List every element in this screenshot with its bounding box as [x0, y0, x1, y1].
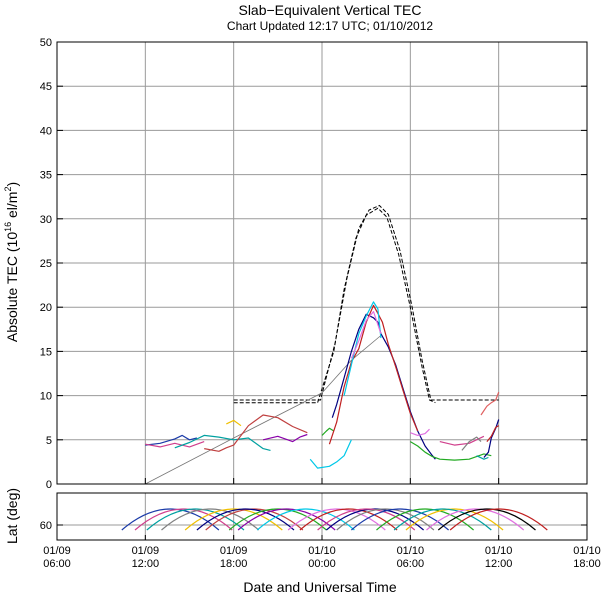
- tec-series-line: [486, 425, 499, 442]
- x-tick-time: 18:00: [573, 558, 601, 570]
- main-panel-series: [145, 301, 500, 469]
- y-tick-label: 20: [40, 302, 52, 314]
- satellite-lat-arc: [426, 508, 525, 531]
- tec-series-line: [328, 304, 419, 445]
- chart-subtitle: Chart Updated 12:17 UTC; 01/10/2012: [227, 19, 433, 33]
- satellite-lat-arc: [121, 508, 220, 531]
- lat-panel-grid: [57, 493, 587, 540]
- tec-series-line: [350, 311, 382, 359]
- satellite-lat-arc: [256, 508, 355, 531]
- x-tick-date: 01/10: [573, 545, 601, 557]
- reference-curve: [145, 335, 382, 485]
- tec-series-line: [410, 428, 430, 436]
- satellite-lat-arc: [146, 508, 245, 531]
- satellite-lat-arc: [134, 508, 233, 531]
- satellite-lat-arc: [184, 508, 283, 531]
- y-tick-label: 0: [46, 479, 52, 491]
- tec-series-line: [226, 419, 242, 427]
- chart-title: Slab−Equivalent Vertical TEC: [238, 2, 421, 18]
- x-tick-time: 06:00: [397, 558, 425, 570]
- tec-series-line: [461, 436, 482, 451]
- tec-series-line: [204, 414, 308, 452]
- x-tick-date: 01/10: [485, 545, 513, 557]
- x-tick-time: 00:00: [308, 558, 336, 570]
- x-axis-ticks: 01/0906:0001/0912:0001/0918:0001/1000:00…: [43, 535, 601, 570]
- reference-curve: [233, 204, 499, 401]
- y-tick-label: 45: [40, 81, 52, 93]
- satellite-lat-arc: [405, 508, 504, 531]
- satellite-lat-arc: [237, 508, 336, 531]
- tec-series-line: [145, 434, 198, 446]
- tec-series-line: [262, 433, 308, 443]
- lat-y-tick-label: 60: [40, 520, 52, 532]
- tec-series-line: [331, 313, 436, 460]
- x-tick-time: 12:00: [485, 558, 513, 570]
- lat-panel-arcs: [121, 508, 548, 531]
- tec-series-line: [439, 435, 485, 446]
- tec-series-line: [409, 441, 492, 461]
- satellite-lat-arc: [196, 508, 295, 531]
- tec-series-line: [174, 434, 271, 451]
- x-tick-time: 06:00: [43, 558, 71, 570]
- x-tick-date: 01/09: [132, 545, 160, 557]
- main-panel-grid: [57, 42, 587, 484]
- x-tick-time: 18:00: [220, 558, 248, 570]
- x-tick-date: 01/09: [220, 545, 248, 557]
- satellite-lat-arc: [351, 508, 449, 531]
- x-tick-date: 01/10: [397, 545, 425, 557]
- x-axis-label: Date and Universal Time: [243, 579, 397, 594]
- tec-series-line: [309, 439, 352, 469]
- y-tick-label: 35: [40, 170, 52, 182]
- x-tick-time: 12:00: [132, 558, 160, 570]
- main-panel-reference-curves: [145, 204, 499, 485]
- tec-series-line: [480, 391, 500, 416]
- tec-series-line: [343, 301, 382, 396]
- satellite-lat-arc: [437, 508, 536, 531]
- lat-y-axis-label: Lat (deg): [4, 488, 20, 544]
- tec-series-line: [145, 441, 205, 448]
- satellite-lat-arc: [287, 508, 386, 531]
- tec-series-line: [483, 419, 500, 458]
- satellite-lat-arc: [376, 508, 474, 531]
- y-tick-label: 30: [40, 214, 52, 226]
- x-tick-date: 01/09: [43, 545, 71, 557]
- reference-curve: [233, 207, 436, 404]
- satellite-lat-arc: [449, 508, 548, 531]
- satellite-lat-arc: [336, 508, 435, 531]
- lat-panel-ticks: 60: [40, 520, 587, 532]
- y-tick-label: 40: [40, 125, 52, 137]
- x-tick-date: 01/10: [308, 545, 336, 557]
- satellite-lat-arc: [393, 508, 492, 531]
- main-y-axis-label: Absolute TEC (1016 el/m2): [3, 182, 20, 342]
- tec-series-line: [476, 455, 489, 460]
- tec-series-line: [321, 427, 335, 436]
- main-panel-ticks: 0 5 10 15 20 25 30 35 40 45 50: [40, 37, 588, 491]
- y-tick-label: 25: [40, 258, 52, 270]
- y-tick-label: 15: [40, 346, 52, 358]
- y-tick-label: 50: [40, 37, 52, 49]
- y-tick-label: 10: [40, 391, 52, 403]
- y-tick-label: 5: [46, 435, 52, 447]
